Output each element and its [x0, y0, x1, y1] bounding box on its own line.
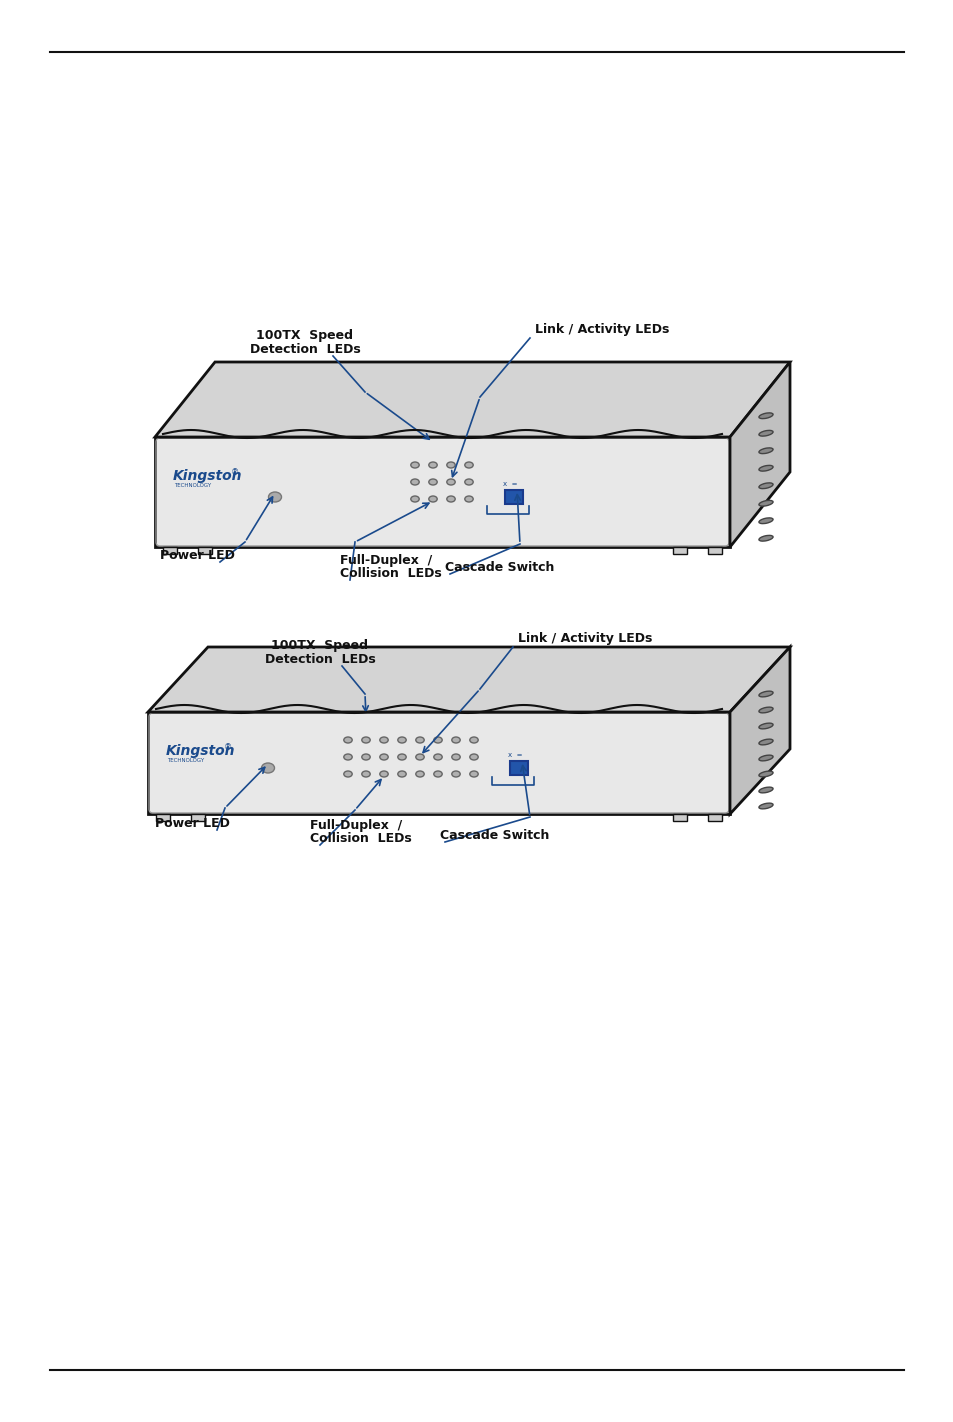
Bar	[198, 547, 212, 555]
Ellipse shape	[759, 431, 772, 437]
Ellipse shape	[464, 462, 473, 468]
Ellipse shape	[452, 737, 459, 744]
Bar	[154, 437, 729, 547]
Ellipse shape	[411, 462, 418, 468]
Text: x  =: x =	[502, 481, 517, 486]
Text: Detection  LEDs: Detection LEDs	[250, 343, 360, 356]
Ellipse shape	[411, 496, 418, 502]
Text: x  =: x =	[507, 752, 522, 758]
Bar	[504, 491, 522, 503]
Bar	[672, 813, 686, 820]
Ellipse shape	[343, 754, 352, 759]
Ellipse shape	[434, 771, 442, 776]
Ellipse shape	[759, 755, 772, 761]
Ellipse shape	[452, 754, 459, 759]
Bar	[707, 547, 721, 555]
Text: Kingston: Kingston	[172, 469, 242, 483]
Text: 100TX  Speed: 100TX Speed	[256, 328, 354, 343]
Text: Collision  LEDs: Collision LEDs	[339, 567, 441, 580]
Text: Full-Duplex  /: Full-Duplex /	[310, 819, 402, 832]
Text: Collision  LEDs: Collision LEDs	[310, 832, 412, 845]
Ellipse shape	[379, 771, 388, 776]
Ellipse shape	[361, 771, 370, 776]
Ellipse shape	[759, 483, 772, 489]
Bar	[191, 813, 205, 820]
Polygon shape	[148, 647, 789, 712]
Bar	[707, 813, 721, 820]
Text: TECHNOLOGY: TECHNOLOGY	[173, 483, 211, 488]
Ellipse shape	[434, 737, 442, 744]
Ellipse shape	[446, 496, 455, 502]
Ellipse shape	[464, 479, 473, 485]
Ellipse shape	[428, 462, 436, 468]
Ellipse shape	[343, 771, 352, 776]
Bar	[510, 761, 527, 775]
Ellipse shape	[759, 771, 772, 776]
Ellipse shape	[759, 739, 772, 745]
Ellipse shape	[469, 771, 477, 776]
Ellipse shape	[759, 691, 772, 697]
Ellipse shape	[397, 754, 406, 759]
Ellipse shape	[416, 754, 424, 759]
Ellipse shape	[469, 737, 477, 744]
Text: TECHNOLOGY: TECHNOLOGY	[167, 758, 204, 764]
Ellipse shape	[446, 462, 455, 468]
Ellipse shape	[428, 479, 436, 485]
Text: Power LED: Power LED	[154, 818, 230, 830]
Ellipse shape	[428, 496, 436, 502]
Polygon shape	[154, 363, 789, 437]
Ellipse shape	[759, 518, 772, 523]
Text: Full-Duplex  /: Full-Duplex /	[339, 555, 432, 567]
Text: Cascade Switch: Cascade Switch	[439, 829, 549, 842]
Ellipse shape	[759, 412, 772, 418]
Ellipse shape	[759, 803, 772, 809]
Polygon shape	[729, 363, 789, 547]
Ellipse shape	[759, 448, 772, 454]
Ellipse shape	[397, 771, 406, 776]
Ellipse shape	[379, 737, 388, 744]
Text: ®: ®	[224, 744, 232, 752]
Text: Power LED: Power LED	[160, 549, 234, 562]
Bar	[148, 712, 729, 813]
Ellipse shape	[361, 754, 370, 759]
Ellipse shape	[397, 737, 406, 744]
Text: 100TX  Speed: 100TX Speed	[272, 638, 368, 653]
Ellipse shape	[261, 764, 274, 774]
Text: Detection  LEDs: Detection LEDs	[264, 653, 375, 665]
Ellipse shape	[469, 754, 477, 759]
Text: Kingston: Kingston	[166, 744, 235, 758]
Text: Cascade Switch: Cascade Switch	[444, 562, 554, 574]
Ellipse shape	[379, 754, 388, 759]
Ellipse shape	[759, 535, 772, 542]
Text: ®: ®	[231, 468, 239, 476]
Ellipse shape	[759, 465, 772, 471]
Ellipse shape	[268, 492, 281, 502]
Ellipse shape	[446, 479, 455, 485]
Ellipse shape	[759, 707, 772, 712]
Ellipse shape	[416, 771, 424, 776]
Ellipse shape	[411, 479, 418, 485]
Ellipse shape	[361, 737, 370, 744]
Ellipse shape	[416, 737, 424, 744]
Ellipse shape	[464, 496, 473, 502]
Bar	[163, 547, 177, 555]
Polygon shape	[729, 647, 789, 813]
Bar	[156, 813, 170, 820]
Ellipse shape	[343, 737, 352, 744]
Text: Link / Activity LEDs: Link / Activity LEDs	[535, 323, 669, 336]
Ellipse shape	[434, 754, 442, 759]
Ellipse shape	[452, 771, 459, 776]
Text: Link / Activity LEDs: Link / Activity LEDs	[517, 631, 652, 646]
Bar	[672, 547, 686, 555]
Ellipse shape	[759, 788, 772, 793]
Ellipse shape	[759, 501, 772, 506]
Ellipse shape	[759, 724, 772, 729]
